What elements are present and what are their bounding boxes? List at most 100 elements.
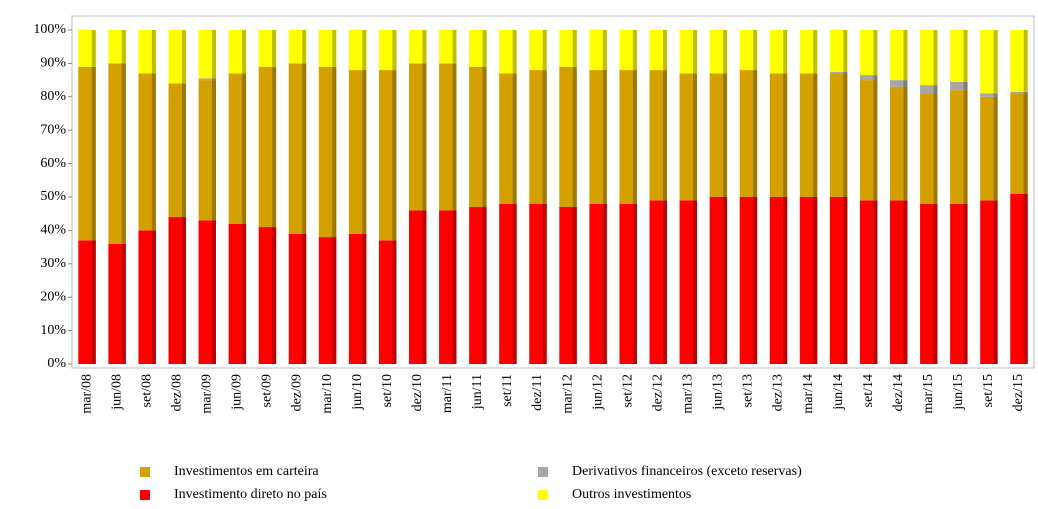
bar-segment [168, 30, 186, 84]
x-tick-label: set/13 [741, 374, 756, 407]
bar-segment [499, 30, 517, 74]
bar-side [542, 30, 547, 71]
bar-side [91, 66, 96, 241]
bar-side [933, 85, 938, 94]
bar-side [903, 86, 908, 201]
bar-segment [769, 30, 788, 74]
x-tick-label: jun/09 [230, 374, 245, 411]
bar-segment [108, 30, 126, 64]
bar-side [302, 30, 307, 64]
bar-side [873, 200, 878, 364]
x-tick-label: mar/08 [79, 374, 94, 414]
bar-side [903, 80, 908, 87]
x-tick-label: mar/13 [681, 374, 696, 414]
bar-segment [739, 70, 758, 197]
bar-segment [799, 30, 818, 74]
legend-swatch [140, 467, 150, 477]
bar-side [272, 66, 277, 228]
bar-side [542, 203, 547, 364]
x-tick-label: dez/13 [771, 374, 786, 411]
bar-segment [920, 203, 938, 364]
bar-segment [950, 203, 968, 364]
bar-side [392, 240, 397, 364]
x-tick-label: mar/14 [801, 374, 816, 414]
bar-side [903, 30, 908, 81]
bar-segment [709, 30, 728, 74]
bar-segment [829, 71, 848, 74]
bar-side [963, 81, 968, 91]
bar-side [181, 83, 186, 218]
bar-side [181, 217, 186, 364]
bar-segment [348, 233, 367, 364]
bar-side [512, 203, 517, 364]
bar-side [332, 30, 337, 67]
bar-side [602, 70, 607, 204]
bar-segment [769, 197, 788, 364]
bar-segment [318, 66, 337, 238]
bar-side [1023, 193, 1028, 364]
bar-segment [78, 66, 96, 241]
bar-segment [409, 210, 427, 364]
y-tick-label: 20% [40, 289, 66, 304]
bar-side [242, 30, 247, 74]
bar-side [542, 70, 547, 204]
bar-segment [529, 30, 547, 71]
bar-side [482, 207, 487, 364]
bar-segment [980, 200, 998, 364]
bar-segment [198, 220, 216, 364]
bar-segment [288, 233, 307, 364]
bar-side [602, 203, 607, 364]
x-tick-label: mar/15 [921, 374, 936, 414]
bar-side [362, 233, 367, 364]
x-tick-label: dez/12 [650, 374, 665, 411]
x-tick-label: mar/11 [440, 374, 455, 413]
bar-segment [859, 75, 878, 81]
bar-side [753, 30, 758, 71]
bar-side [632, 30, 637, 71]
bar-segment [709, 197, 728, 364]
bar-segment [739, 30, 758, 71]
bar-side [692, 200, 697, 364]
bar-segment [619, 30, 637, 71]
bar-segment [739, 197, 758, 364]
bar-segment [980, 93, 998, 97]
bar-side [873, 30, 878, 76]
bar-side [512, 30, 517, 74]
bar-side [692, 73, 697, 201]
bar-segment [799, 73, 818, 197]
bar-side [753, 70, 758, 197]
bar-side [933, 30, 938, 86]
bar-segment [559, 207, 577, 364]
bar-segment [679, 30, 697, 74]
y-tick-label: 100% [33, 22, 66, 37]
bar-segment [799, 197, 818, 364]
bar-segment [228, 223, 247, 364]
x-tick-label: jun/13 [711, 374, 726, 411]
bar-side [783, 30, 788, 74]
bar-segment [589, 203, 607, 364]
bar-side [993, 200, 998, 364]
bar-segment [318, 237, 337, 364]
bar-segment [649, 200, 667, 364]
bar-segment [78, 30, 96, 67]
x-tick-label: jun/08 [109, 374, 124, 411]
bar-side [572, 66, 577, 208]
y-tick-label: 40% [40, 223, 66, 238]
bar-segment [529, 70, 547, 204]
bar-segment [198, 30, 216, 79]
bar-segment [378, 70, 397, 241]
bar-segment [258, 30, 277, 67]
x-tick-label: jun/14 [831, 374, 846, 411]
bar-side [91, 240, 96, 364]
bar-segment [529, 203, 547, 364]
bar-segment [469, 66, 487, 208]
bar-segment [589, 70, 607, 204]
bar-segment [168, 217, 186, 364]
legend-label: Outros investimentos [572, 487, 691, 502]
bar-side [662, 30, 667, 71]
x-tick-label: set/09 [260, 374, 275, 407]
bar-side [993, 96, 998, 201]
bar-segment [980, 96, 998, 201]
bar-side [302, 63, 307, 234]
bar-side [873, 80, 878, 201]
